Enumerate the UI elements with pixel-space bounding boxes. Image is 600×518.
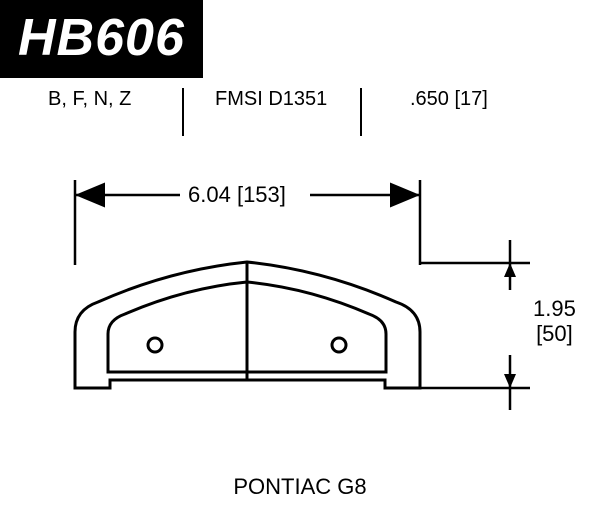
height-arrowhead-down: [504, 374, 516, 388]
height-arrowhead-up: [504, 263, 516, 277]
application-label: PONTIAC G8: [0, 474, 600, 500]
diagram-svg: [0, 0, 600, 518]
rivet-left: [148, 338, 162, 352]
rivet-right: [332, 338, 346, 352]
brake-pad-outline: [75, 262, 420, 388]
